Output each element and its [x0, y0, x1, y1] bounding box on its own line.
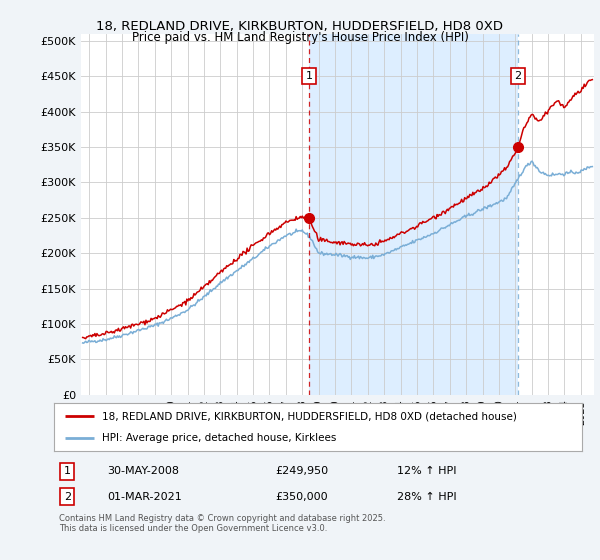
Text: 2: 2 [64, 492, 71, 502]
Text: 18, REDLAND DRIVE, KIRKBURTON, HUDDERSFIELD, HD8 0XD: 18, REDLAND DRIVE, KIRKBURTON, HUDDERSFI… [97, 20, 503, 32]
Text: 1: 1 [64, 466, 71, 477]
Text: 01-MAR-2021: 01-MAR-2021 [107, 492, 182, 502]
Text: 18, REDLAND DRIVE, KIRKBURTON, HUDDERSFIELD, HD8 0XD (detached house): 18, REDLAND DRIVE, KIRKBURTON, HUDDERSFI… [101, 411, 517, 421]
Text: Contains HM Land Registry data © Crown copyright and database right 2025.
This d: Contains HM Land Registry data © Crown c… [59, 514, 386, 533]
Text: 30-MAY-2008: 30-MAY-2008 [107, 466, 179, 477]
Text: £249,950: £249,950 [276, 466, 329, 477]
Bar [309, 34, 518, 395]
Text: £350,000: £350,000 [276, 492, 328, 502]
Text: 12% ↑ HPI: 12% ↑ HPI [397, 466, 457, 477]
Text: 28% ↑ HPI: 28% ↑ HPI [397, 492, 457, 502]
Text: HPI: Average price, detached house, Kirklees: HPI: Average price, detached house, Kirk… [101, 433, 336, 443]
Text: Price paid vs. HM Land Registry's House Price Index (HPI): Price paid vs. HM Land Registry's House … [131, 31, 469, 44]
Text: 1: 1 [305, 71, 313, 81]
Text: 2: 2 [515, 71, 521, 81]
